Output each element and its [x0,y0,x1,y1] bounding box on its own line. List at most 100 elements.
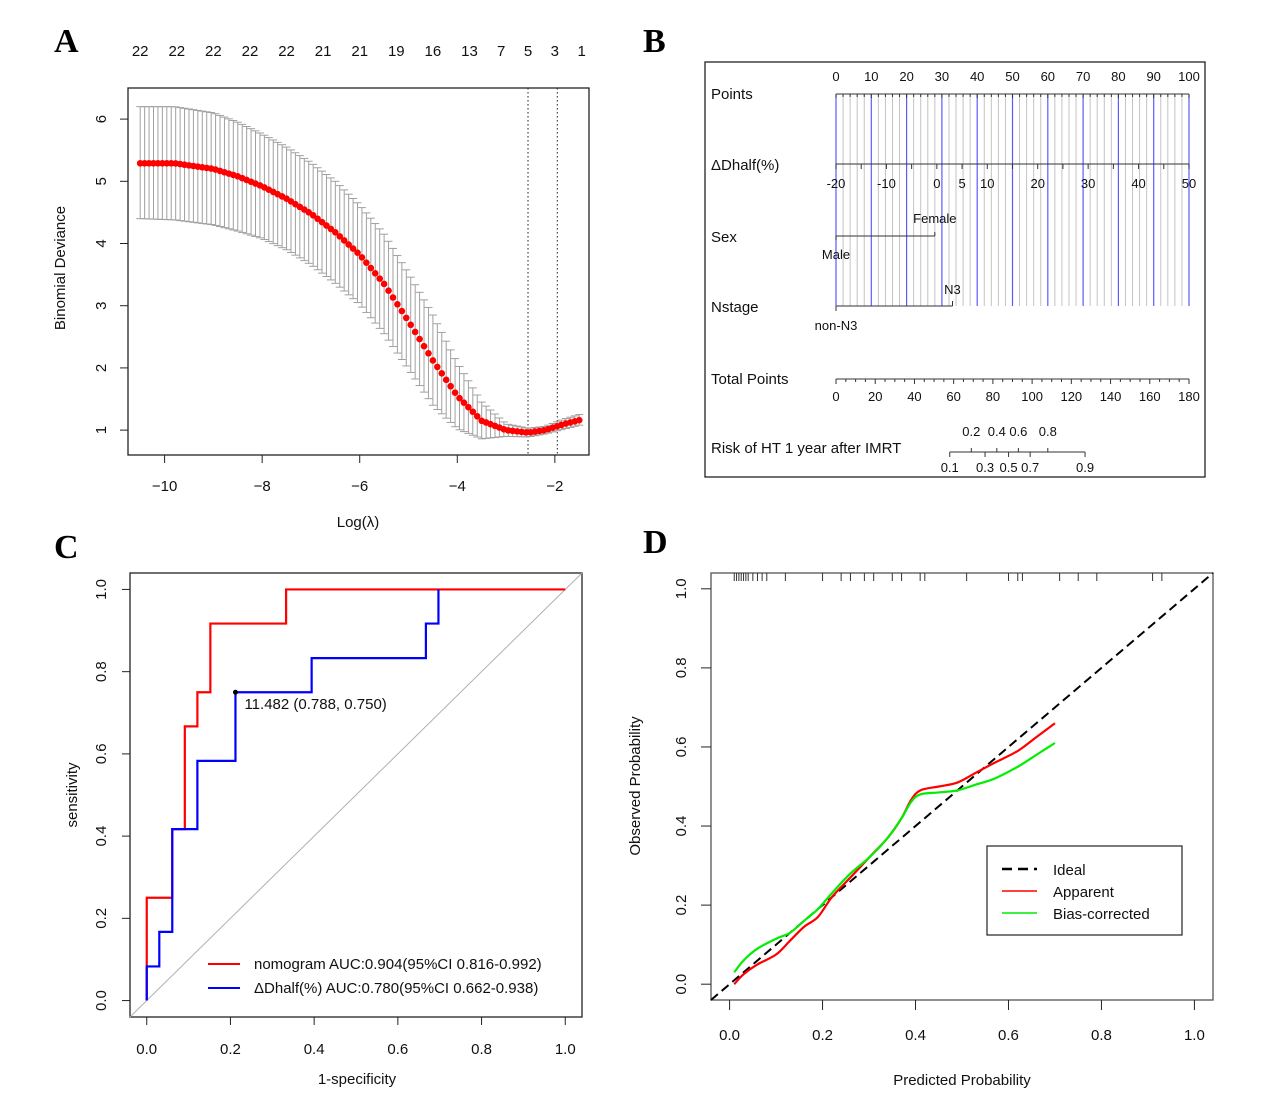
x-tick-label: 0.6 [998,1027,1019,1044]
risk-tick-label: 0.8 [1039,424,1057,439]
top-axis-label: 1 [578,43,586,60]
deviance-point [460,399,468,406]
deviance-point [416,335,423,343]
deviance-point [411,328,419,336]
deviance-point [389,294,397,301]
dhalf-tick-label: 20 [1030,176,1044,191]
deviance-point [402,314,410,322]
x-tick-label: 0.6 [387,1041,408,1058]
total-points-tick-label: 20 [868,389,882,404]
panel-label-c: C [54,529,79,566]
y-tick-label: 5 [93,177,110,185]
total-points-tick-label: 180 [1178,389,1200,404]
deviance-point [465,403,472,411]
points-tick-label: 20 [899,69,913,84]
y-axis-title: sensitivity [64,762,81,828]
deviance-point [376,275,383,282]
top-axis-label: 7 [497,43,505,60]
top-axis-label: 21 [315,43,332,60]
plot-frame [127,87,590,456]
x-tick-label: 0.2 [220,1041,241,1058]
points-tick-label: 30 [935,69,949,84]
points-tick-label: 10 [864,69,878,84]
panel-label-d: D [643,524,668,561]
deviance-point [398,307,406,315]
deviance-point [438,370,446,377]
deviance-point [469,408,477,416]
x-tick-label: 0.0 [719,1027,740,1044]
risk-tick-label: 0.2 [962,424,980,439]
x-tick-label: 1.0 [1184,1027,1205,1044]
deviance-point [354,249,361,256]
dhalf-tick-label: -10 [877,176,896,191]
y-tick-label: 1.0 [673,578,690,599]
reference-diagonal [129,572,583,1018]
points-tick-label: 0 [832,69,839,84]
y-tick-label: 0.8 [673,657,690,678]
points-tick-label: 70 [1076,69,1090,84]
bias-corrected-curve [733,742,1056,974]
nomogram-frame [704,61,1206,478]
deviance-point [451,389,459,396]
deviance-point [345,241,352,248]
ideal-line [710,572,1214,1001]
risk-tick-label: 0.4 [988,424,1006,439]
deviance-point [420,342,428,350]
legend-box [986,845,1183,936]
legend-label: Apparent [1053,884,1115,901]
top-axis-label: 19 [388,43,405,60]
y-tick-label: 0.6 [93,743,110,764]
deviance-point [425,350,432,357]
row-label-dhalf: ΔDhalf(%) [711,157,779,174]
top-axis-label: 22 [205,43,222,60]
x-tick-label: 0.8 [1091,1027,1112,1044]
total-points-tick-label: 120 [1060,389,1082,404]
x-tick-label: 0.4 [905,1027,926,1044]
dhalf-tick-label: 10 [980,176,994,191]
deviance-point [429,357,437,364]
y-tick-label: 1 [93,426,110,434]
total-points-tick-label: 60 [946,389,960,404]
x-axis-title: Predicted Probability [893,1072,1031,1089]
top-axis-label: 3 [551,43,559,60]
x-tick-label: −2 [546,478,563,495]
deviance-point [394,300,401,308]
y-tick-label: 0.2 [93,908,110,929]
risk-tick-label: 0.5 [1000,460,1018,475]
y-tick-label: 4 [93,239,110,247]
top-axis-label: 5 [524,43,532,60]
points-tick-label: 100 [1178,69,1200,84]
top-axis-label: 22 [132,43,149,60]
row-label-risk: Risk of HT 1 year after IMRT [711,440,901,457]
y-tick-label: 2 [93,364,110,372]
row-label-nstage: Nstage [711,299,759,316]
deviance-point [575,416,583,424]
y-tick-label: 0.2 [673,895,690,916]
deviance-point [442,376,450,384]
y-axis-title: Observed Probability [627,716,644,856]
x-tick-label: 0.2 [812,1027,833,1044]
top-axis-label: 21 [351,43,368,60]
x-tick-label: −4 [449,478,466,495]
top-axis-label: 16 [425,43,442,60]
points-tick-label: 50 [1005,69,1019,84]
dhalf-tick-label: -20 [827,176,846,191]
dhalf-tick-label: 40 [1131,176,1145,191]
panel-a-lasso-cv: −10 −8 −6 −4 −2 1 2 3 4 5 6 22 22 22 22 22 21 21 19 16 13 7 5 3… [52,43,590,531]
y-tick-label: 0.0 [673,974,690,995]
points-tick-label: 90 [1146,69,1160,84]
x-tick-label: 1.0 [555,1041,576,1058]
deviance-point [380,280,388,288]
dhalf-tick-label: 30 [1081,176,1095,191]
y-tick-label: 3 [93,302,110,310]
deviance-point [434,363,441,371]
plot-frame [129,572,583,1018]
risk-tick-label: 0.9 [1076,460,1094,475]
deviance-point [340,237,348,244]
y-tick-label: 6 [93,115,110,123]
row-label-total-points: Total Points [711,371,789,388]
deviance-point [367,264,375,272]
x-tick-label: 0.8 [471,1041,492,1058]
y-tick-label: 0.0 [93,990,110,1011]
